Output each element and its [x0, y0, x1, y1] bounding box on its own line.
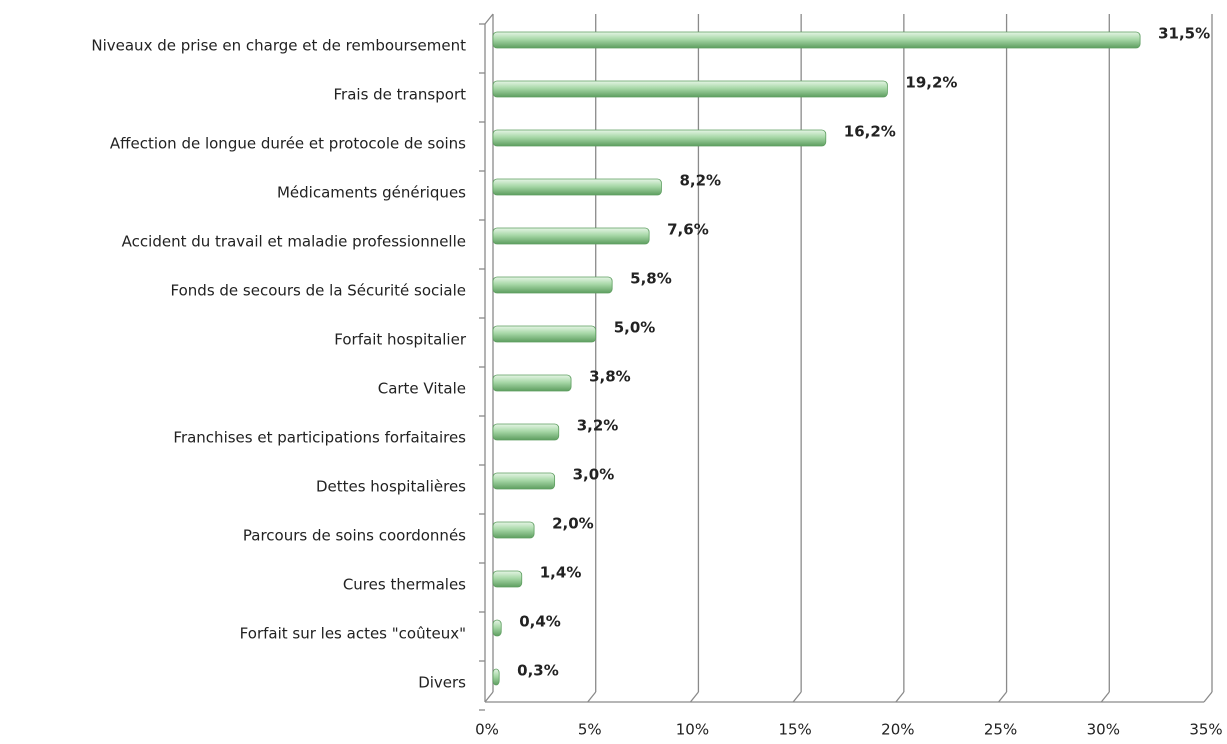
y-tick-label: Parcours de soins coordonnés: [243, 527, 466, 545]
grid-line: [792, 691, 802, 703]
value-label: 19,2%: [905, 74, 957, 92]
x-tick-label: 10%: [676, 721, 709, 739]
bar: [492, 423, 560, 441]
value-label: 3,8%: [589, 368, 631, 386]
y-tick-label: Accident du travail et maladie professio…: [122, 233, 466, 251]
bar: [492, 570, 523, 588]
value-label: 3,2%: [577, 417, 619, 435]
value-label: 7,6%: [667, 221, 709, 239]
bar: [492, 276, 613, 294]
value-label: 2,0%: [552, 515, 594, 533]
grid-line: [1100, 691, 1110, 703]
y-tick-label: Niveaux de prise en charge et de rembour…: [91, 37, 466, 55]
grid-line: [689, 691, 699, 703]
x-tick-label: 25%: [984, 721, 1017, 739]
value-label: 16,2%: [844, 123, 896, 141]
x-tick-label: 35%: [1189, 721, 1222, 739]
grid-line: [587, 691, 597, 703]
value-label: 5,8%: [630, 270, 672, 288]
value-label: 1,4%: [540, 564, 582, 582]
bar: [492, 374, 572, 392]
axis-top: [484, 13, 494, 25]
value-label: 5,0%: [614, 319, 656, 337]
bar: [492, 521, 535, 539]
bar: [492, 80, 888, 98]
x-tick-label: 20%: [881, 721, 914, 739]
y-tick-label: Cures thermales: [343, 576, 466, 594]
grid-line: [1203, 691, 1213, 703]
y-tick-label: Divers: [418, 674, 466, 692]
x-tick-label: 15%: [778, 721, 811, 739]
y-tick-label: Médicaments génériques: [277, 184, 466, 202]
bar: [492, 129, 827, 147]
bar: [492, 227, 650, 245]
value-label: 0,4%: [519, 613, 561, 631]
y-tick-label: Frais de transport: [334, 86, 467, 104]
y-tick-label: Dettes hospitalières: [316, 478, 466, 496]
bar: [492, 31, 1141, 49]
y-tick-label: Franchises et participations forfaitaire…: [173, 429, 466, 447]
x-tick-label: 0%: [475, 721, 499, 739]
bar: [492, 619, 502, 637]
value-label: 3,0%: [573, 466, 615, 484]
grid-line: [484, 691, 494, 703]
y-tick-label: Affection de longue durée et protocole d…: [110, 135, 466, 153]
bar: [492, 325, 597, 343]
value-label: 0,3%: [517, 662, 559, 680]
x-tick-label: 30%: [1087, 721, 1120, 739]
bar: [492, 472, 556, 490]
x-tick-label: 5%: [578, 721, 602, 739]
y-tick-label: Forfait sur les actes "coûteux": [240, 625, 466, 643]
y-tick-label: Fonds de secours de la Sécurité sociale: [171, 282, 466, 300]
bar: [492, 178, 662, 196]
y-tick-label: Carte Vitale: [378, 380, 466, 398]
grid-line: [895, 691, 905, 703]
grid-line: [998, 691, 1008, 703]
y-tick-label: Forfait hospitalier: [334, 331, 467, 349]
bar: [492, 668, 500, 686]
value-label: 8,2%: [679, 172, 721, 190]
value-label: 31,5%: [1158, 25, 1210, 43]
